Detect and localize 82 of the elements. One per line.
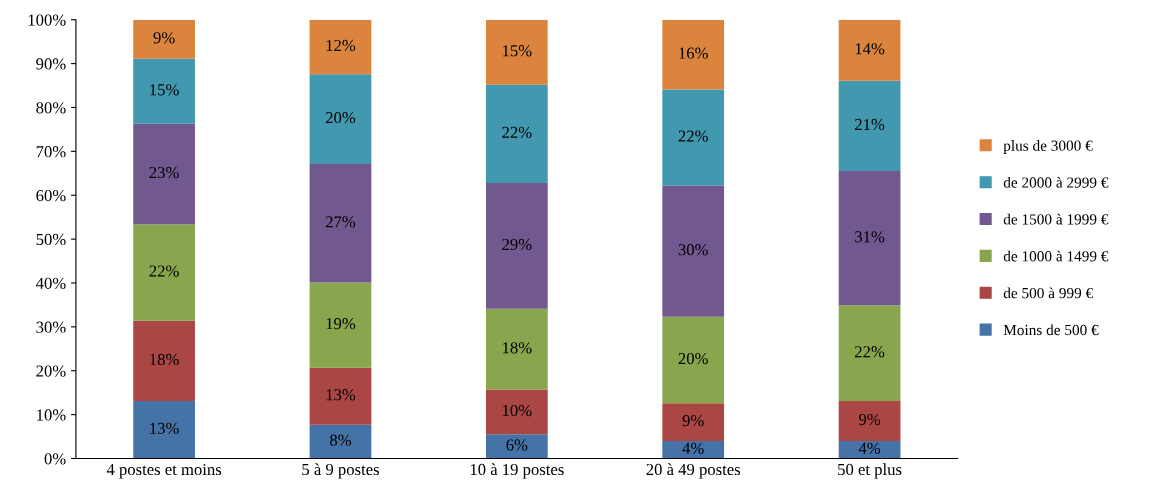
bar <box>133 123 195 225</box>
data-label: 20% <box>325 112 356 124</box>
bar <box>838 80 901 172</box>
bar <box>662 185 725 317</box>
bar <box>838 19 901 81</box>
bar <box>838 305 901 402</box>
bar <box>485 19 548 85</box>
data-label: 14% <box>855 43 885 55</box>
bar <box>133 19 195 59</box>
bar <box>309 282 372 368</box>
y-tick-label: 100% <box>28 14 66 26</box>
bar <box>133 320 195 402</box>
bar <box>309 424 372 459</box>
legend-label: de 1500 à 1999 € <box>1003 213 1109 225</box>
data-label: 13% <box>150 422 179 434</box>
legend-label: Moins de 500 € <box>1003 324 1099 336</box>
x-tick-label: 5 à 9 postes <box>302 463 379 479</box>
data-label: 10% <box>503 404 532 417</box>
bar <box>133 224 195 321</box>
bar <box>485 389 548 435</box>
bar <box>309 74 372 165</box>
data-label: 20% <box>678 352 708 365</box>
y-tick-label: 10% <box>37 409 66 421</box>
data-label: 22% <box>678 130 708 142</box>
y-tick-label: 90% <box>36 58 66 70</box>
data-label: 4% <box>858 442 881 454</box>
bar <box>838 440 901 459</box>
bar <box>309 164 372 283</box>
data-label: 31% <box>855 231 885 243</box>
data-label: 22% <box>855 346 885 358</box>
bar <box>485 84 548 183</box>
bar <box>485 182 548 309</box>
data-label: 21% <box>855 118 885 131</box>
data-label: 18% <box>503 342 532 354</box>
data-label: 22% <box>149 265 179 277</box>
bar <box>662 19 725 90</box>
data-label: 9% <box>153 32 175 44</box>
y-tick-label: 0% <box>44 453 66 465</box>
data-label: 9% <box>859 413 881 426</box>
legend-label: de 2000 à 2999 € <box>1003 176 1109 188</box>
bar <box>309 19 372 75</box>
data-label: 15% <box>150 84 179 96</box>
data-label: 29% <box>502 238 532 251</box>
data-label: 27% <box>325 216 356 228</box>
y-tick-label: 80% <box>36 102 66 114</box>
data-label: 6% <box>506 439 528 451</box>
y-tick-label: 40% <box>35 277 66 289</box>
bar <box>309 367 372 425</box>
bar <box>133 401 195 459</box>
bar <box>838 401 901 441</box>
bar <box>662 89 725 186</box>
y-tick-label: 20% <box>36 365 66 377</box>
y-tick-label: 70% <box>36 146 66 158</box>
bar <box>485 308 548 390</box>
bar <box>485 434 548 459</box>
legend-label: plus de 3000 € <box>1003 140 1093 154</box>
legend-label: de 1000 à 1499 € <box>1003 250 1109 262</box>
bar <box>662 316 725 404</box>
data-label: 13% <box>326 389 356 401</box>
data-label: 8% <box>330 434 352 446</box>
x-tick-label: 50 et plus <box>838 463 902 479</box>
data-label: 12% <box>326 39 356 52</box>
x-tick-label: 4 postes et moins <box>106 463 222 479</box>
y-tick-label: 30% <box>36 321 66 333</box>
bar <box>133 58 195 124</box>
data-label: 9% <box>682 415 704 427</box>
data-label: 22% <box>502 126 532 139</box>
data-label: 19% <box>326 318 356 330</box>
x-tick-label: 10 à 19 postes <box>470 463 564 479</box>
bar <box>662 440 725 459</box>
data-label: 23% <box>149 166 179 179</box>
bar <box>662 403 725 441</box>
data-label: 4% <box>682 442 704 454</box>
legend-label: de 500 à 999 € <box>1003 287 1093 299</box>
data-label: 16% <box>679 47 708 59</box>
bar <box>838 171 901 306</box>
data-label: 30% <box>678 244 708 256</box>
y-tick-label: 60% <box>36 189 66 202</box>
x-tick-label: 20 à 49 postes <box>646 463 741 479</box>
y-tick-label: 50% <box>36 233 66 246</box>
data-label: 15% <box>503 45 532 57</box>
data-label: 18% <box>150 353 179 366</box>
